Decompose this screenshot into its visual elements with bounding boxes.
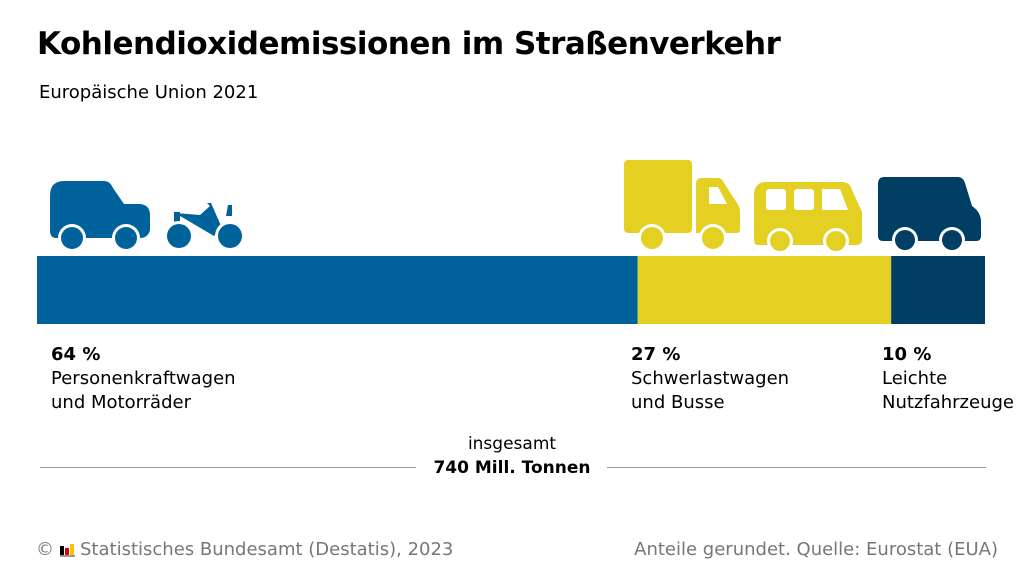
category-label: Leichte <box>882 368 948 389</box>
van-icon <box>878 177 981 253</box>
bar-segment-3 <box>891 256 985 324</box>
chart-title: Kohlendioxidemissionen im Straßenverkehr <box>37 26 781 62</box>
car-icon <box>50 181 150 252</box>
bar-segment-2 <box>637 256 892 324</box>
copyright-symbol: © <box>36 539 54 560</box>
truck-icon <box>624 160 740 252</box>
footer-left-text: Statistisches Bundesamt (Destatis), 2023 <box>80 539 454 560</box>
total: insgesamt 740 Mill. Tonnen <box>0 432 1024 480</box>
value-label: 10 % <box>882 344 932 365</box>
label-trucks: 27 % Schwerlastwagen und Busse <box>631 343 789 415</box>
category-label: und Busse <box>631 392 725 413</box>
destatis-logo-icon <box>60 544 75 557</box>
footer-source: © Statistisches Bundesamt (Destatis), 202… <box>36 539 453 560</box>
value-label: 27 % <box>631 344 681 365</box>
label-vans: 10 % Leichte Nutzfahrzeuge <box>882 343 1014 415</box>
total-value: 740 Mill. Tonnen <box>433 458 591 478</box>
category-label: und Motorräder <box>51 392 191 413</box>
motorcycle-icon <box>164 203 245 251</box>
divider-right <box>607 467 986 468</box>
category-label: Personenkraftwagen <box>51 368 236 389</box>
footer-note: Anteile gerundet. Quelle: Eurostat (EUA) <box>634 539 998 560</box>
label-cars: 64 % Personenkraftwagen und Motorräder <box>51 343 236 415</box>
bus-icon <box>754 182 862 254</box>
category-label: Nutzfahrzeuge <box>882 392 1014 413</box>
category-label: Schwerlastwagen <box>631 368 790 389</box>
total-label: insgesamt <box>467 434 557 454</box>
value-label: 64 % <box>51 344 101 365</box>
bar-segment-1 <box>37 256 638 324</box>
chart-subtitle: Europäische Union 2021 <box>39 82 259 103</box>
divider-left <box>40 467 416 468</box>
